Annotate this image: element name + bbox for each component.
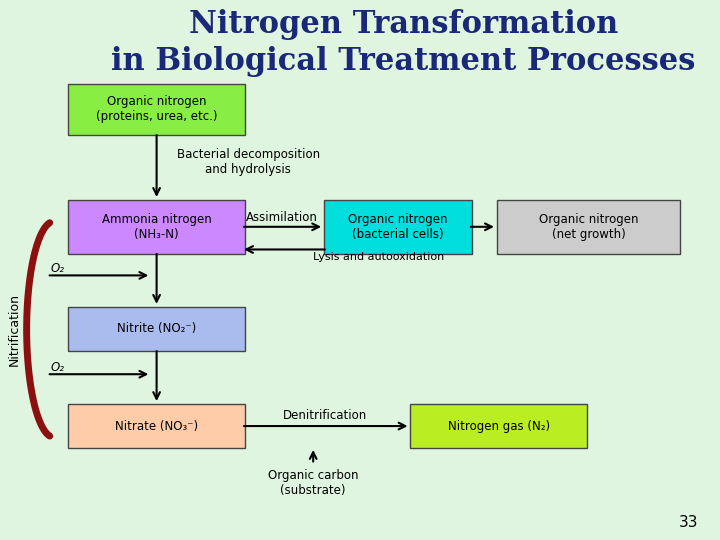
Text: Nitrate (NO₃⁻): Nitrate (NO₃⁻) xyxy=(115,420,198,433)
FancyBboxPatch shape xyxy=(68,307,245,351)
Text: O₂: O₂ xyxy=(50,262,64,275)
FancyBboxPatch shape xyxy=(68,84,245,135)
Text: Organic nitrogen
(bacterial cells): Organic nitrogen (bacterial cells) xyxy=(348,213,448,241)
Text: 33: 33 xyxy=(679,515,698,530)
Text: Assimilation: Assimilation xyxy=(246,211,318,224)
Text: Nitrification: Nitrification xyxy=(8,293,21,366)
Text: Bacterial decomposition
and hydrolysis: Bacterial decomposition and hydrolysis xyxy=(177,148,320,176)
FancyBboxPatch shape xyxy=(68,200,245,254)
FancyBboxPatch shape xyxy=(68,404,245,448)
FancyBboxPatch shape xyxy=(410,404,587,448)
Text: Nitrite (NO₂⁻): Nitrite (NO₂⁻) xyxy=(117,322,197,335)
Text: O₂: O₂ xyxy=(50,361,64,374)
Text: Nitrogen gas (N₂): Nitrogen gas (N₂) xyxy=(448,420,549,433)
Text: Denitrification: Denitrification xyxy=(283,409,368,422)
Text: Organic nitrogen
(proteins, urea, etc.): Organic nitrogen (proteins, urea, etc.) xyxy=(96,96,217,123)
Text: Organic carbon
(substrate): Organic carbon (substrate) xyxy=(268,469,359,497)
Text: Nitrogen Transformation
in Biological Treatment Processes: Nitrogen Transformation in Biological Tr… xyxy=(111,9,696,77)
Text: Organic nitrogen
(net growth): Organic nitrogen (net growth) xyxy=(539,213,639,241)
FancyBboxPatch shape xyxy=(497,200,680,254)
FancyBboxPatch shape xyxy=(324,200,472,254)
Text: Ammonia nitrogen
(NH₃-N): Ammonia nitrogen (NH₃-N) xyxy=(102,213,212,241)
Text: Lysis and autooxidation: Lysis and autooxidation xyxy=(313,252,444,261)
